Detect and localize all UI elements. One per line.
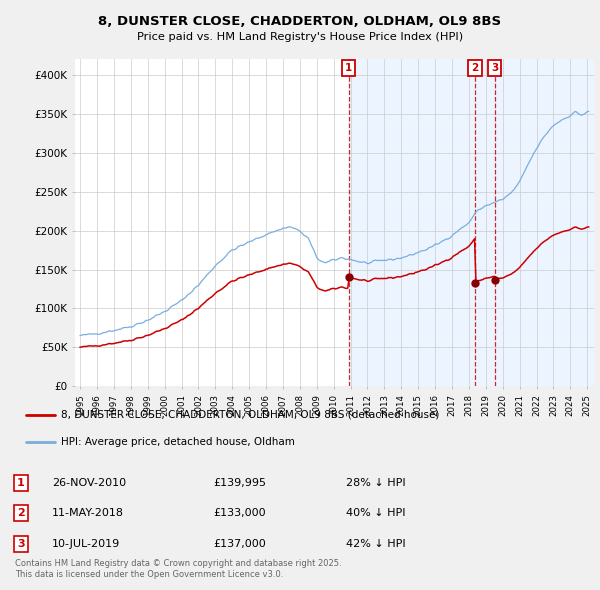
- Text: £133,000: £133,000: [214, 508, 266, 518]
- Text: 11-MAY-2018: 11-MAY-2018: [52, 508, 124, 518]
- Text: £139,995: £139,995: [214, 478, 266, 487]
- Text: 42% ↓ HPI: 42% ↓ HPI: [346, 539, 406, 549]
- Text: 1: 1: [17, 478, 25, 487]
- Text: 3: 3: [491, 63, 499, 73]
- Text: Price paid vs. HM Land Registry's House Price Index (HPI): Price paid vs. HM Land Registry's House …: [137, 32, 463, 42]
- Text: HPI: Average price, detached house, Oldham: HPI: Average price, detached house, Oldh…: [61, 437, 295, 447]
- Bar: [349, 59, 594, 386]
- Text: 40% ↓ HPI: 40% ↓ HPI: [346, 508, 406, 518]
- Text: 28% ↓ HPI: 28% ↓ HPI: [346, 478, 406, 487]
- Text: 26-NOV-2010: 26-NOV-2010: [52, 478, 127, 487]
- Text: 8, DUNSTER CLOSE, CHADDERTON, OLDHAM, OL9 8BS: 8, DUNSTER CLOSE, CHADDERTON, OLDHAM, OL…: [98, 15, 502, 28]
- Text: 3: 3: [17, 539, 25, 549]
- Text: 10-JUL-2019: 10-JUL-2019: [52, 539, 121, 549]
- Text: £137,000: £137,000: [214, 539, 266, 549]
- Text: 8, DUNSTER CLOSE, CHADDERTON, OLDHAM, OL9 8BS (detached house): 8, DUNSTER CLOSE, CHADDERTON, OLDHAM, OL…: [61, 410, 439, 419]
- Text: 2: 2: [472, 63, 479, 73]
- Text: 2: 2: [17, 508, 25, 518]
- Text: 1: 1: [345, 63, 352, 73]
- Text: Contains HM Land Registry data © Crown copyright and database right 2025.
This d: Contains HM Land Registry data © Crown c…: [15, 559, 341, 579]
